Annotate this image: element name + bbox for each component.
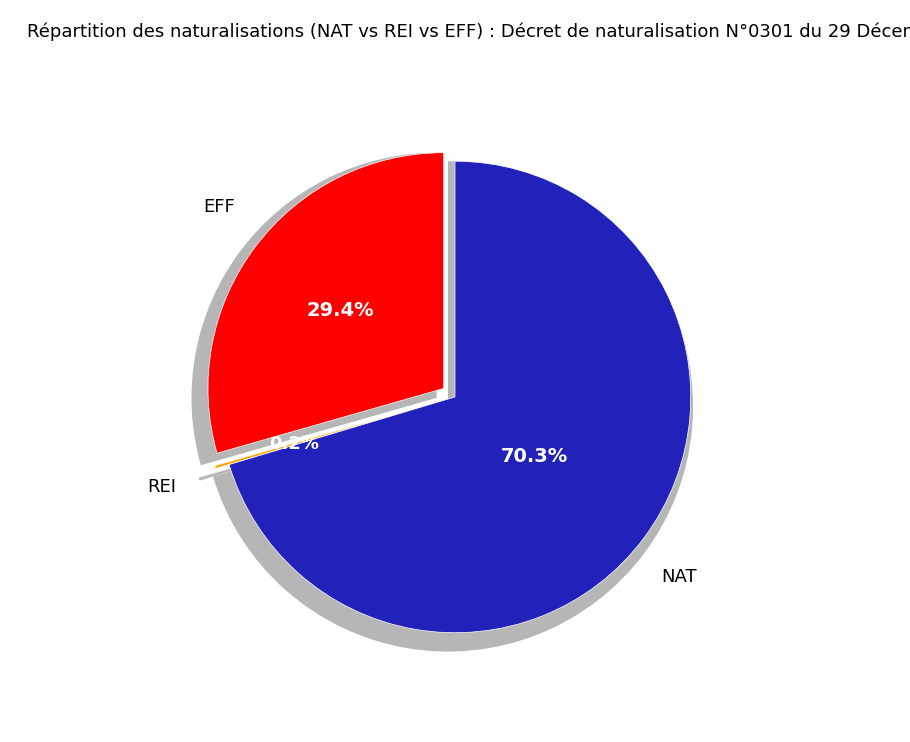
Text: 0.2%: 0.2%: [269, 435, 319, 453]
Text: 29.4%: 29.4%: [307, 301, 374, 320]
Wedge shape: [229, 161, 691, 633]
Wedge shape: [208, 153, 444, 453]
Text: 70.3%: 70.3%: [501, 447, 568, 465]
Wedge shape: [213, 161, 693, 651]
Text: REI: REI: [147, 478, 177, 496]
Wedge shape: [191, 153, 437, 465]
Text: EFF: EFF: [203, 198, 235, 216]
Wedge shape: [215, 401, 441, 468]
Text: Répartition des naturalisations (NAT vs REI vs EFF) : Décret de naturalisation N: Répartition des naturalisations (NAT vs …: [27, 22, 910, 41]
Wedge shape: [198, 410, 434, 481]
Text: NAT: NAT: [662, 568, 697, 586]
